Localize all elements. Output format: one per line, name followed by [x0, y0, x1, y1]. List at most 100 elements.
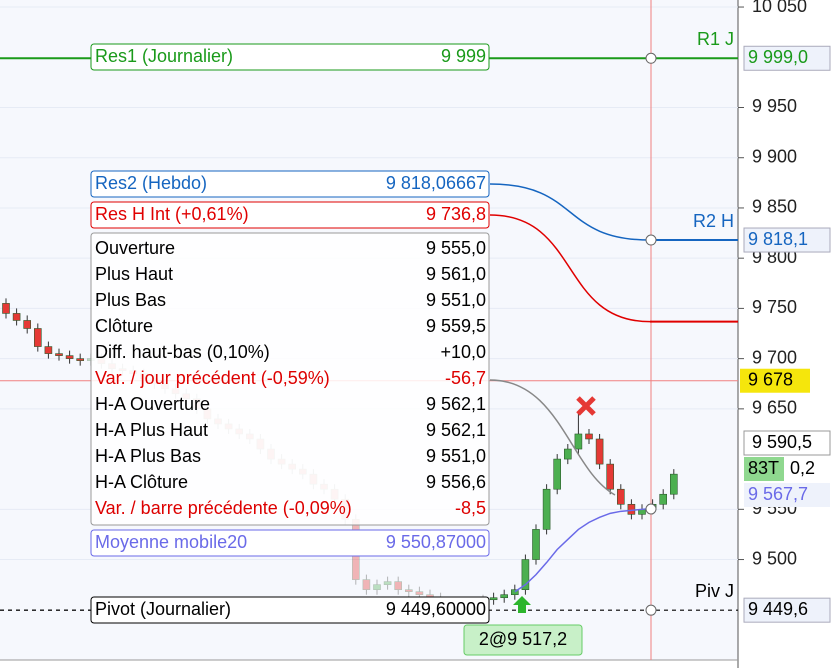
axis-tag: 83T	[748, 458, 779, 478]
candle-body	[394, 581, 403, 590]
candle	[563, 444, 572, 465]
level-tag: R2 H	[693, 211, 734, 231]
candle	[521, 554, 530, 595]
candle-body	[574, 433, 583, 450]
panel-value: -8,5	[455, 498, 486, 518]
panel-label: Var. / jour précédent (-0,59%)	[95, 368, 330, 388]
connector	[489, 214, 651, 323]
level-tag: Piv J	[695, 581, 734, 601]
level-value: 9 818,06667	[386, 173, 486, 193]
level-box	[90, 201, 490, 229]
candle-body	[44, 346, 53, 354]
candle	[659, 489, 668, 510]
axis-tag-box	[743, 430, 831, 456]
y-tick-label: 9 900	[752, 146, 797, 166]
candle-body	[563, 448, 572, 460]
candle	[55, 348, 63, 361]
candle	[606, 459, 615, 495]
candle	[574, 413, 583, 455]
level-name: Pivot (Journalier)	[95, 599, 231, 619]
panel-label: Clôture	[95, 316, 153, 336]
level-value: 9 449,60000	[386, 599, 486, 619]
y-tick-label: 9 700	[752, 347, 797, 367]
ma-line	[514, 507, 653, 593]
ma-name: Moyenne mobile20	[95, 532, 247, 552]
candle	[44, 341, 53, 359]
panel-label: Var. / barre précédente (-0,09%)	[95, 498, 352, 518]
level-name: Res2 (Hebdo)	[95, 173, 207, 193]
level-value: 9 999	[441, 46, 486, 66]
ma-marker	[645, 503, 657, 515]
order-box	[463, 624, 583, 656]
panel-label: Plus Haut	[95, 264, 173, 284]
candle	[616, 484, 625, 510]
axis-tag-box	[744, 483, 830, 507]
panel-value: +10,0	[440, 342, 486, 362]
panel-label: Diff. haut-bas (0,10%)	[95, 342, 270, 362]
level-box	[90, 170, 490, 198]
axis-tag: 9 449,6	[748, 599, 808, 619]
panel-value: 9 562,1	[426, 420, 486, 440]
candle	[12, 308, 21, 326]
candle	[394, 576, 403, 595]
buy-arrow	[513, 596, 531, 613]
candle-body	[659, 493, 668, 505]
level-marker	[645, 234, 657, 246]
panel-value: 9 559,5	[426, 316, 486, 336]
panel-label: H-A Clôture	[95, 472, 188, 492]
candle-body	[362, 579, 371, 590]
candle	[404, 584, 413, 597]
candle-body	[55, 353, 63, 356]
panel-value: 9 555,0	[426, 238, 486, 258]
panel-label: H-A Plus Haut	[95, 420, 208, 440]
connector	[489, 379, 616, 496]
panel-label: H-A Ouverture	[95, 394, 210, 414]
candle	[362, 574, 371, 595]
panel-label: Ouverture	[95, 238, 175, 258]
level-marker	[645, 604, 657, 616]
candle-body	[627, 503, 636, 515]
y-tick-label: 9 950	[752, 96, 797, 116]
candle	[76, 353, 84, 366]
candle	[553, 454, 562, 495]
candle-body	[542, 488, 551, 530]
panel-value: 9 561,0	[426, 264, 486, 284]
candle	[595, 433, 604, 470]
connector	[489, 183, 651, 241]
panel-value: 9 551,0	[426, 446, 486, 466]
y-tick-label: 9 750	[752, 297, 797, 317]
level-value: 9 736,8	[426, 204, 486, 224]
candle	[383, 576, 392, 590]
candle-body	[489, 597, 498, 601]
panel-label: Plus Bas	[95, 290, 166, 310]
axis-tag: 0,2	[790, 458, 815, 478]
panel-value: 9 551,0	[426, 290, 486, 310]
panel-label: H-A Plus Bas	[95, 446, 201, 466]
ma-box	[90, 529, 490, 557]
axis-tag-box	[784, 457, 830, 481]
y-tick-label: 9 650	[752, 398, 797, 418]
candle-body	[12, 313, 21, 321]
candle-body	[76, 358, 84, 361]
candle-body	[500, 594, 509, 599]
level-box	[90, 596, 490, 624]
candle-body	[33, 328, 42, 347]
candle-body	[510, 589, 519, 596]
level-name: Res1 (Journalier)	[95, 46, 233, 66]
axis-tag-box	[743, 45, 831, 71]
y-tick-label: 10 050	[752, 0, 807, 16]
candle-body	[585, 433, 593, 440]
ma-value: 9 550,87000	[386, 532, 486, 552]
candle-body	[616, 488, 625, 505]
panel-value: -56,7	[445, 368, 486, 388]
y-tick-label: 9 850	[752, 197, 797, 217]
axis-tag-box	[743, 227, 831, 253]
axis-tag: 9 567,7	[748, 484, 808, 504]
candle	[2, 298, 10, 319]
candle-body	[532, 529, 540, 560]
candle	[542, 484, 551, 535]
candle	[373, 579, 381, 595]
candle	[23, 315, 32, 334]
candle-body	[2, 303, 10, 314]
